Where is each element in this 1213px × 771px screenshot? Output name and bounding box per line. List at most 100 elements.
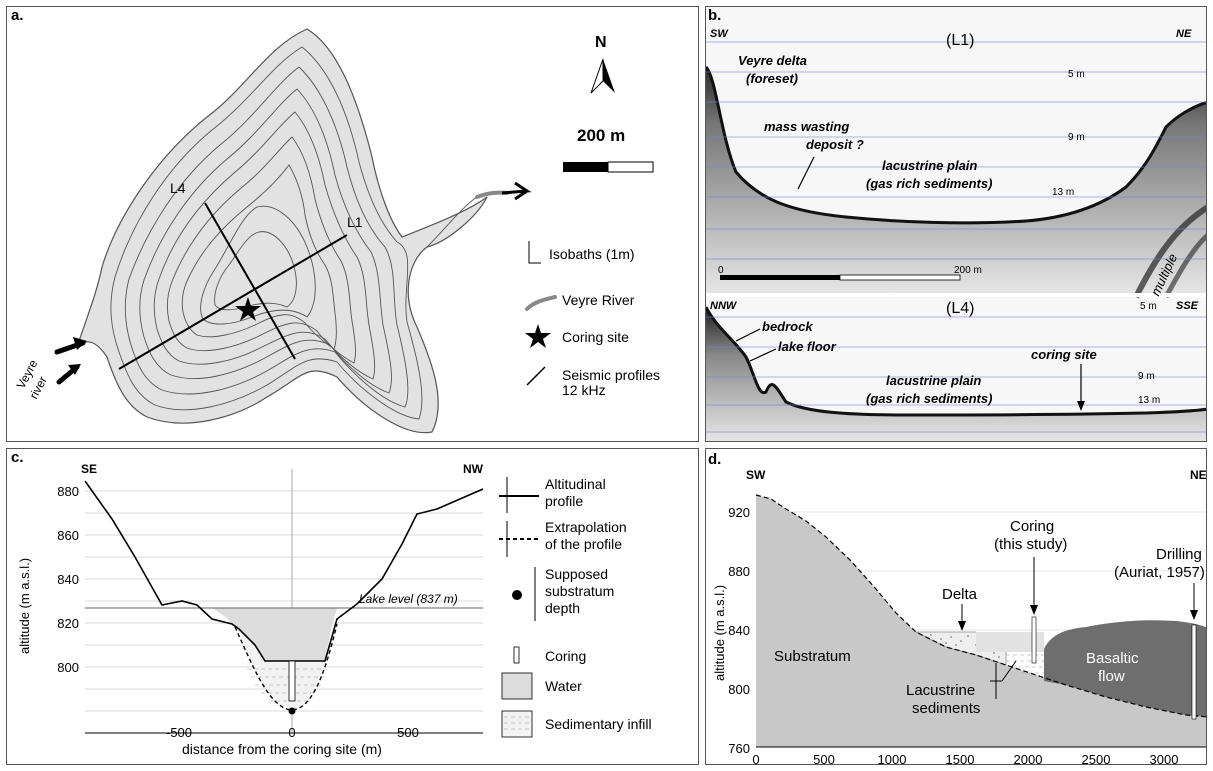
river-legend-icon bbox=[525, 295, 557, 311]
extrapolation-curve bbox=[234, 623, 338, 711]
d-ytick-920: 920 bbox=[728, 505, 750, 520]
legend-extrap-2: of the profile bbox=[545, 536, 622, 552]
legend-isobaths: Isobaths (1m) bbox=[549, 246, 635, 262]
d-substratum: Substratum bbox=[774, 648, 851, 665]
lake-water bbox=[976, 632, 1044, 652]
d-coring-2: (this study) bbox=[994, 536, 1067, 553]
l4-title: (L4) bbox=[946, 300, 974, 317]
altitudinal-profile-chart: SE NW altitude (m a.s.l.) distance from … bbox=[17, 462, 652, 757]
lake-outline bbox=[76, 28, 488, 434]
legend-substratum-icon bbox=[512, 590, 522, 600]
star-legend-icon bbox=[525, 324, 551, 348]
d-ytick-840: 840 bbox=[728, 623, 750, 638]
l1-depth-13: 13 m bbox=[1052, 187, 1074, 198]
label-nw: NW bbox=[463, 462, 484, 476]
basaltic-flow bbox=[1044, 620, 1206, 717]
c-ytick-800: 800 bbox=[57, 660, 79, 675]
l1-plain-2: (gas rich sediments) bbox=[866, 176, 992, 191]
l4-lake-floor: lake floor bbox=[778, 339, 837, 354]
scale-label: 200 m bbox=[577, 126, 625, 145]
d-drilling-2: (Auriat, 1957) bbox=[1114, 564, 1205, 581]
d-delta: Delta bbox=[942, 586, 978, 603]
l4-plain-2: (gas rich sediments) bbox=[866, 391, 992, 406]
legend-profile-1: Altitudinal bbox=[545, 476, 606, 492]
c-ytick-840: 840 bbox=[57, 572, 79, 587]
isobath-legend-icon bbox=[528, 241, 541, 264]
lake-map: L4 L1 Veyre river N 200 m Isobaths (1m) … bbox=[14, 28, 660, 434]
d-xtick-1500: 1500 bbox=[946, 752, 975, 765]
l1-title: (L1) bbox=[946, 32, 974, 49]
substratum-area bbox=[756, 495, 1206, 747]
legend-coring: Coring site bbox=[562, 329, 629, 345]
l1-plain-1: lacustrine plain bbox=[882, 158, 977, 173]
isobath-3 bbox=[139, 88, 392, 394]
l1-delta-1: Veyre delta bbox=[738, 53, 807, 68]
d-xtick-2500: 2500 bbox=[1082, 752, 1111, 765]
d-xtick-0: 0 bbox=[752, 752, 759, 765]
d-ytick-760: 760 bbox=[728, 741, 750, 756]
isobath-6 bbox=[181, 164, 337, 350]
l1-scale-200: 200 m bbox=[954, 265, 982, 276]
legend-sediment: Sedimentary infill bbox=[545, 716, 652, 732]
l4-plain-1: lacustrine plain bbox=[886, 373, 981, 388]
l1-scale-bar bbox=[720, 275, 840, 280]
panel-d: d. bbox=[705, 448, 1207, 765]
bedrock-arrow-icon bbox=[735, 328, 761, 342]
substratum-depth-dot bbox=[288, 707, 296, 715]
d-basaltic-1: Basaltic bbox=[1086, 650, 1139, 667]
legend-substratum-1: Supposed bbox=[545, 566, 608, 582]
cross-section-diagram: SW NE altitude (m a.s.l.) 920 880 840 80… bbox=[712, 468, 1206, 765]
c-ytick-860: 860 bbox=[57, 528, 79, 543]
profile-line-l1 bbox=[118, 234, 348, 370]
legend-extrap-1: Extrapolation bbox=[545, 519, 627, 535]
lake-level-label: Lake level (837 m) bbox=[359, 592, 458, 606]
isobath-1 bbox=[110, 46, 423, 420]
north-label: N bbox=[595, 34, 607, 51]
d-xtick-500: 500 bbox=[813, 752, 835, 765]
d-ylabel: altitude (m a.s.l.) bbox=[712, 585, 727, 681]
legend-seismic-1: Seismic profiles bbox=[562, 367, 660, 383]
panel-c: c. bbox=[6, 448, 699, 765]
c-ylabel: altitude (m a.s.l.) bbox=[17, 558, 32, 654]
legend-seismic-2: 12 kHz bbox=[562, 382, 606, 398]
multiple-reflector bbox=[1133, 204, 1206, 299]
l1-scale-0: 0 bbox=[718, 265, 724, 276]
c-ytick-880: 880 bbox=[57, 484, 79, 499]
d-lac-1: Lacustrine bbox=[906, 682, 975, 699]
label-se: SE bbox=[81, 462, 97, 476]
coring-rect bbox=[288, 660, 296, 702]
legend-substratum-3: depth bbox=[545, 600, 580, 616]
l4-bedrock: bedrock bbox=[762, 319, 813, 334]
d-label-sw: SW bbox=[746, 468, 766, 482]
l1-mass-2: deposit ? bbox=[806, 137, 864, 152]
l1-reflector bbox=[706, 67, 1206, 297]
mass-arrow-icon bbox=[797, 156, 815, 190]
l1-depth-9: 9 m bbox=[1068, 132, 1085, 143]
coring-column bbox=[1031, 616, 1037, 664]
lacustrine-bracket bbox=[990, 660, 1017, 699]
profile-line-l4 bbox=[204, 202, 296, 360]
l4-coring-site: coring site bbox=[1031, 347, 1097, 362]
d-ytick-880: 880 bbox=[728, 564, 750, 579]
basement-dashed-line bbox=[755, 494, 1206, 718]
sediment-infill bbox=[239, 624, 337, 711]
panel-a-label: a. bbox=[11, 7, 24, 24]
c-xtick-0: 0 bbox=[288, 725, 295, 740]
d-xtick-2000: 2000 bbox=[1014, 752, 1043, 765]
c-xlabel: distance from the coring site (m) bbox=[182, 741, 382, 757]
legend-water: Water bbox=[545, 678, 582, 694]
north-arrow-icon bbox=[603, 59, 615, 93]
isobath-5 bbox=[166, 136, 356, 364]
drilling-column bbox=[1191, 624, 1197, 720]
legend-profile-2: profile bbox=[545, 493, 583, 509]
l4-reflector bbox=[706, 307, 1206, 441]
c-ytick-820: 820 bbox=[57, 616, 79, 631]
coring-site-star-icon bbox=[235, 297, 261, 321]
seismic-profiles: (L1) SW NE Veyre delta (foreset) mass wa… bbox=[706, 7, 1206, 441]
panel-b: (L1) SW NE Veyre delta (foreset) mass wa… bbox=[705, 6, 1207, 442]
label-l1: L1 bbox=[347, 214, 363, 230]
legend-coring-icon bbox=[513, 646, 520, 664]
l4-nnw: NNW bbox=[710, 300, 738, 312]
l4-depth-5: 5 m bbox=[1140, 301, 1157, 312]
altitudinal-profile-line bbox=[84, 480, 484, 662]
